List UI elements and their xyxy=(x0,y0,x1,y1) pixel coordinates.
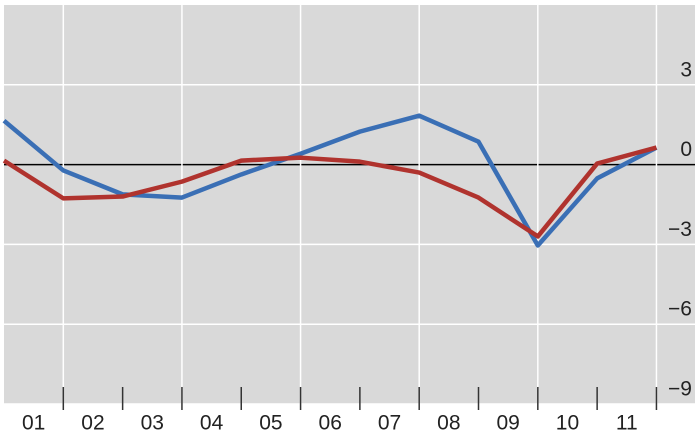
x-tick-label: 02 xyxy=(81,412,104,435)
y-tick-label: −9 xyxy=(668,378,692,401)
x-tick-label: 01 xyxy=(22,412,45,435)
y-tick-label: 3 xyxy=(680,58,692,81)
x-tick-label: 04 xyxy=(200,412,224,435)
x-tick-label: 08 xyxy=(437,412,460,435)
x-tick-label: 05 xyxy=(259,412,282,435)
x-tick-label: 11 xyxy=(616,412,638,435)
x-tick-label: 07 xyxy=(378,412,401,435)
plot-area xyxy=(4,5,695,404)
x-tick-label: 09 xyxy=(496,412,519,435)
y-tick-label: −6 xyxy=(668,298,692,321)
series-line xyxy=(2,113,658,248)
x-tick-label: 03 xyxy=(141,412,164,435)
y-tick-label: −3 xyxy=(668,218,692,241)
x-tick-label: 10 xyxy=(556,412,579,435)
y-tick-label: 0 xyxy=(680,138,692,161)
x-tick-label: 06 xyxy=(319,412,342,435)
series-line xyxy=(2,145,658,239)
